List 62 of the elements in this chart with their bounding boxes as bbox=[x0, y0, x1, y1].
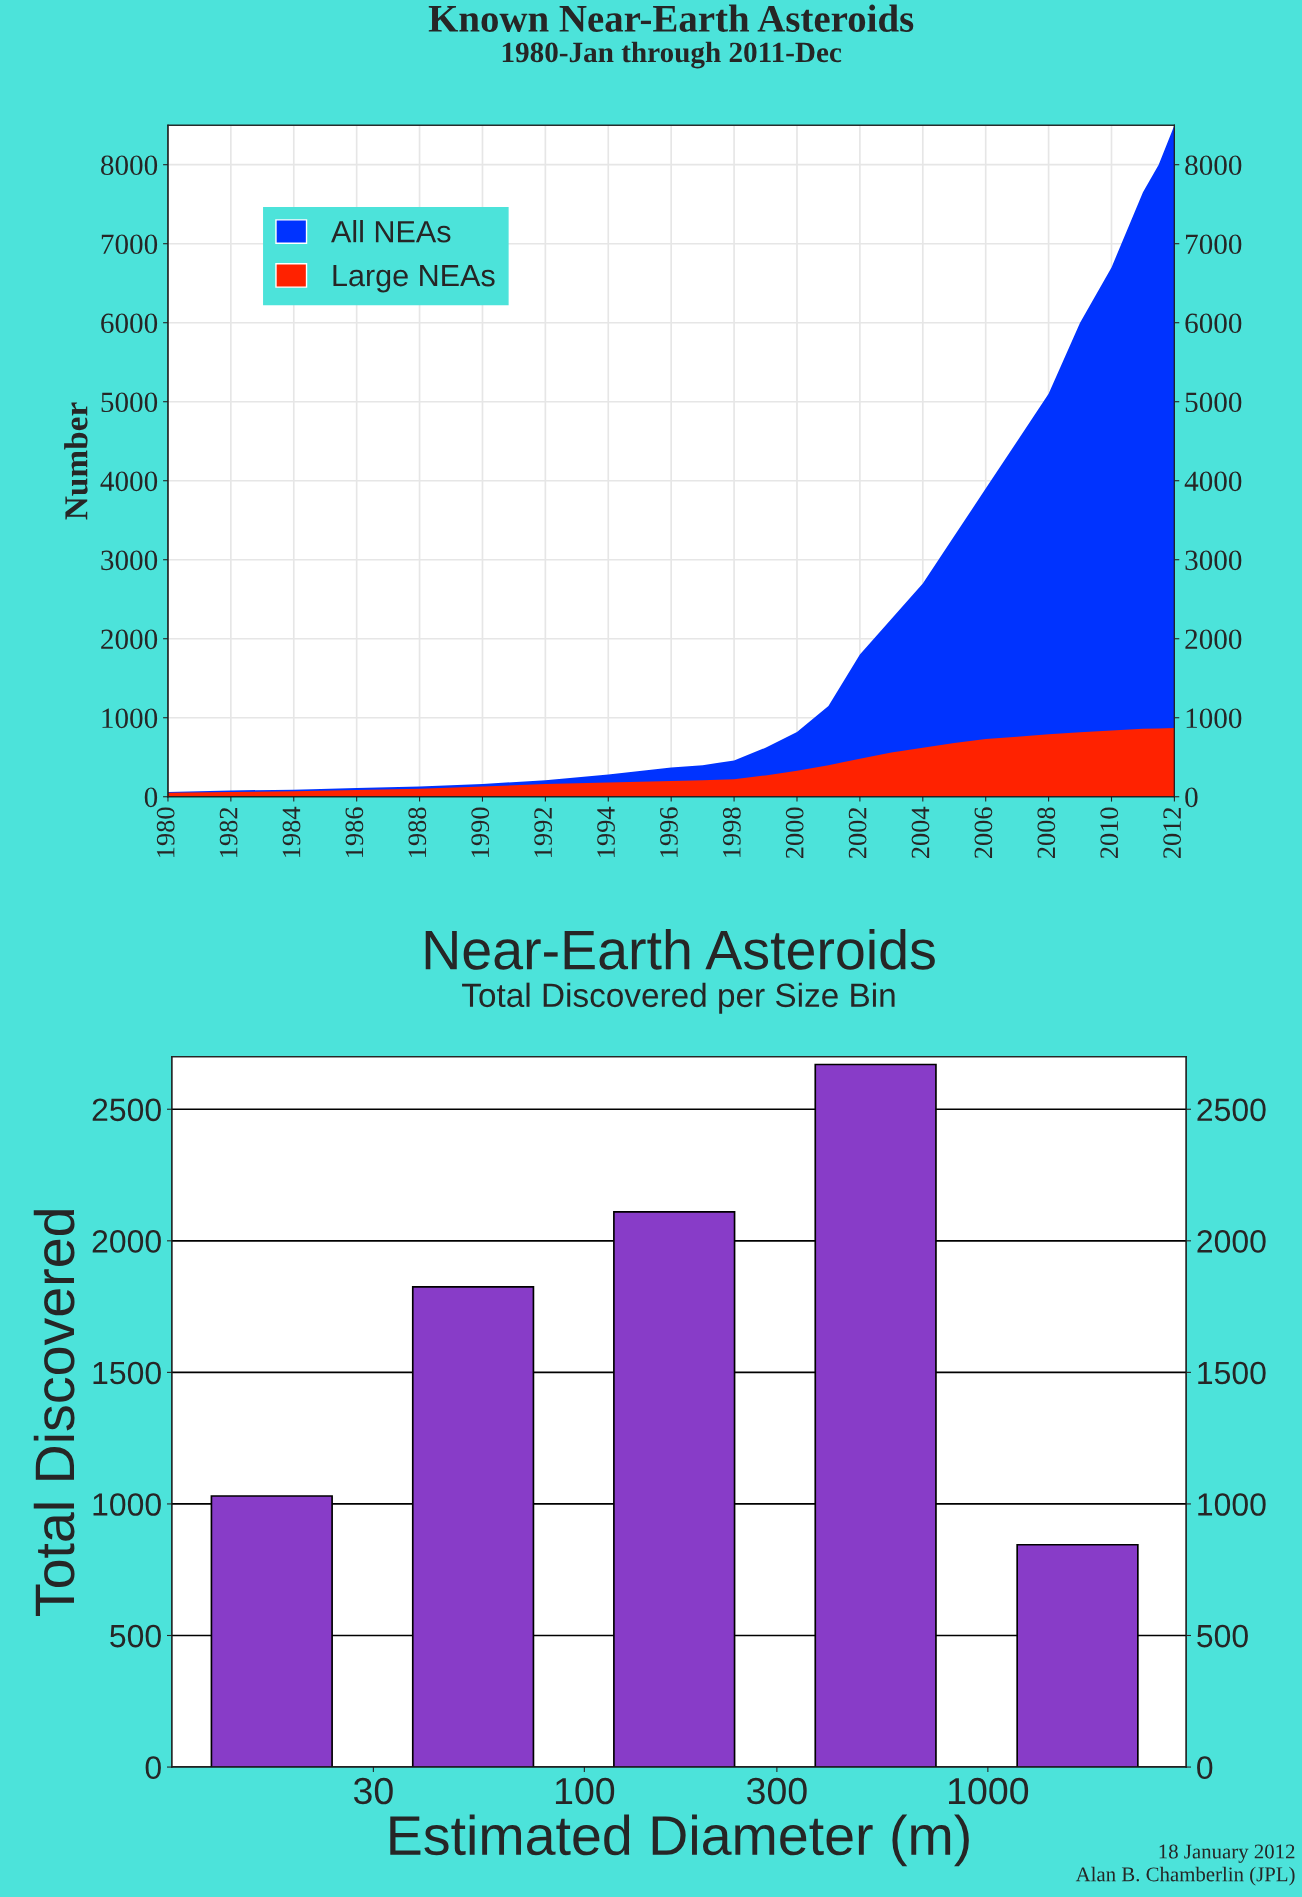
y2-tick-label: 4000 bbox=[1184, 471, 1242, 492]
y2-tick-label: 7000 bbox=[1186, 234, 1242, 255]
y2-tick-label: 0 bbox=[1185, 787, 1198, 808]
y2-tick-label: 2500 bbox=[1197, 1098, 1266, 1122]
y-tick-label: 0 bbox=[145, 1756, 161, 1779]
y-axis-title: Total Discovered bbox=[33, 1210, 75, 1616]
y-tick-label: 3000 bbox=[101, 550, 158, 571]
x-tick-label: 30 bbox=[353, 1777, 393, 1805]
y2-tick-label: 3000 bbox=[1185, 550, 1242, 571]
y-tick-label: 4000 bbox=[100, 471, 158, 492]
text: Alan B. Chamberlin (JPL) bbox=[1075, 1866, 1295, 1886]
y2-tick-label: 2000 bbox=[1185, 629, 1242, 650]
y-tick-label: 2000 bbox=[101, 629, 158, 650]
x-axis-title: Estimated Diameter (m) bbox=[390, 1814, 969, 1867]
x-tick-label: 2008 bbox=[1037, 807, 1056, 859]
x-tick-label: 100 bbox=[555, 1777, 615, 1805]
y-tick-label: 2500 bbox=[92, 1098, 161, 1122]
y-tick-label: 6000 bbox=[101, 313, 158, 334]
x-tick-label: 1982 bbox=[219, 807, 238, 857]
y-tick-label: 7000 bbox=[101, 234, 158, 255]
x-tick-label: 1986 bbox=[345, 807, 364, 857]
x-tick-label: 1988 bbox=[408, 807, 427, 857]
chart-subtitle: Total Discovered per Size Bin bbox=[462, 982, 895, 1014]
x-tick-label: 1998 bbox=[722, 807, 741, 857]
x-tick-label: 1996 bbox=[660, 807, 678, 857]
x-tick-label: 1980 bbox=[156, 807, 175, 857]
chart-title: Known Near-Earth Asteroids bbox=[428, 4, 914, 32]
y-tick-label: 1500 bbox=[93, 1361, 161, 1385]
x-tick-label: 2012 bbox=[1163, 807, 1182, 859]
y2-tick-label: 2000 bbox=[1197, 1230, 1266, 1253]
y-tick-label: 500 bbox=[110, 1624, 161, 1648]
legend-label: Large NEAs bbox=[333, 265, 495, 293]
legend-label: All NEAs bbox=[331, 220, 451, 243]
y2-tick-label: 1000 bbox=[1198, 1493, 1266, 1516]
text: 18 January 2012 bbox=[1159, 1844, 1295, 1863]
x-tick-label: 2004 bbox=[911, 806, 930, 859]
y2-tick-label: 1000 bbox=[1186, 708, 1242, 729]
chart-title: Near-Earth Asteroids bbox=[425, 928, 935, 970]
y2-tick-label: 500 bbox=[1197, 1624, 1248, 1648]
y-tick-label: 5000 bbox=[101, 392, 158, 413]
x-tick-label: 1990 bbox=[471, 807, 490, 857]
x-tick-label: 2000 bbox=[785, 807, 804, 859]
x-tick-label: 1000 bbox=[949, 1777, 1029, 1805]
y-tick-label: 1000 bbox=[102, 708, 158, 729]
x-tick-label: 2010 bbox=[1100, 807, 1119, 859]
y2-tick-label: 6000 bbox=[1185, 313, 1242, 334]
x-tick-label: 1992 bbox=[534, 807, 552, 857]
chart-subtitle: 1980-Jan through 2011-Dec bbox=[502, 41, 842, 69]
y-axis-title: Number bbox=[64, 402, 88, 520]
x-tick-label: 300 bbox=[747, 1777, 807, 1805]
x-tick-label: 1994 bbox=[597, 806, 615, 857]
y2-tick-label: 1500 bbox=[1198, 1361, 1266, 1385]
x-tick-label: 1984 bbox=[282, 806, 301, 857]
x-tick-label: 2006 bbox=[974, 807, 993, 859]
y-tick-label: 2000 bbox=[92, 1230, 161, 1253]
y2-tick-label: 5000 bbox=[1185, 392, 1242, 413]
y-tick-label: 8000 bbox=[101, 155, 158, 176]
y2-tick-label: 8000 bbox=[1185, 155, 1242, 176]
y-tick-label: 1000 bbox=[93, 1493, 161, 1516]
y-tick-label: 0 bbox=[144, 787, 158, 808]
y2-tick-label: 0 bbox=[1197, 1756, 1213, 1779]
x-tick-label: 2002 bbox=[848, 807, 867, 859]
